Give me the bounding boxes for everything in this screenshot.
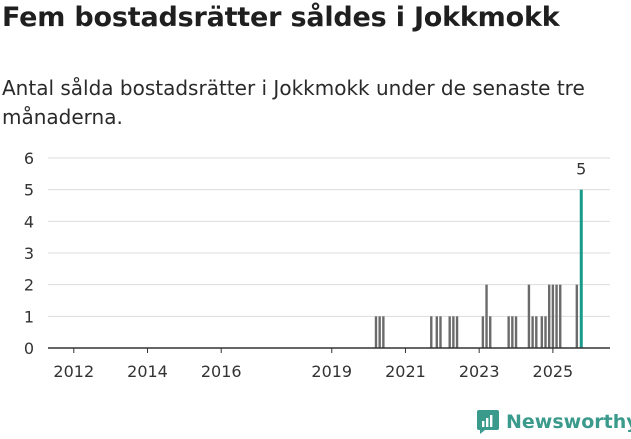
bar bbox=[555, 284, 558, 348]
bar bbox=[547, 284, 551, 348]
x-tick-label: 2012 bbox=[53, 362, 94, 381]
bar bbox=[485, 284, 488, 348]
x-tick-label: 2025 bbox=[533, 362, 574, 381]
x-tick-label: 2021 bbox=[385, 362, 426, 381]
x-tick-label: 2014 bbox=[127, 362, 168, 381]
bar bbox=[544, 316, 547, 348]
y-tick-label: 5 bbox=[24, 181, 34, 200]
bar bbox=[527, 284, 531, 348]
bar bbox=[540, 316, 544, 348]
y-tick-label: 4 bbox=[24, 212, 34, 231]
bar-chart: 0 1 2 3 4 5 6 5 2012 2014 2016 2019 2021 2023 2025 bbox=[24, 149, 610, 381]
bar bbox=[514, 316, 518, 348]
bar bbox=[378, 316, 381, 348]
bar bbox=[489, 316, 492, 348]
x-tick-label: 2023 bbox=[459, 362, 500, 381]
brand-name: Newsworthy bbox=[506, 411, 631, 433]
highlight-bar bbox=[579, 189, 583, 348]
bar bbox=[559, 284, 562, 348]
bar bbox=[382, 316, 385, 348]
bar bbox=[430, 316, 433, 348]
chart-subtitle: Antal sålda bostadsrätter i Jokkmokk und… bbox=[2, 76, 585, 129]
bar bbox=[481, 316, 485, 348]
x-tick-label: 2016 bbox=[201, 362, 242, 381]
bar bbox=[511, 316, 514, 348]
bar bbox=[507, 316, 510, 348]
y-tick-label: 6 bbox=[24, 149, 34, 168]
bar bbox=[452, 316, 455, 348]
bar bbox=[455, 316, 459, 348]
x-tick-label: 2019 bbox=[311, 362, 352, 381]
y-tick-label: 3 bbox=[24, 244, 34, 263]
bar bbox=[439, 316, 442, 348]
bar bbox=[531, 316, 534, 348]
newsworthy-logo-icon bbox=[477, 410, 499, 434]
brand-logo: Newsworthy bbox=[476, 407, 631, 437]
bar bbox=[575, 284, 579, 348]
page-title: Fem bostadsrätter såldes i Jokkmokk bbox=[2, 2, 560, 33]
bar bbox=[374, 316, 378, 348]
bar bbox=[535, 316, 538, 348]
data-label: 5 bbox=[576, 160, 586, 179]
bar bbox=[435, 316, 438, 348]
y-tick-label: 2 bbox=[24, 276, 34, 295]
bar bbox=[551, 284, 555, 348]
y-tick-label: 1 bbox=[24, 307, 34, 326]
bar bbox=[448, 316, 451, 348]
y-tick-label: 0 bbox=[24, 339, 34, 358]
